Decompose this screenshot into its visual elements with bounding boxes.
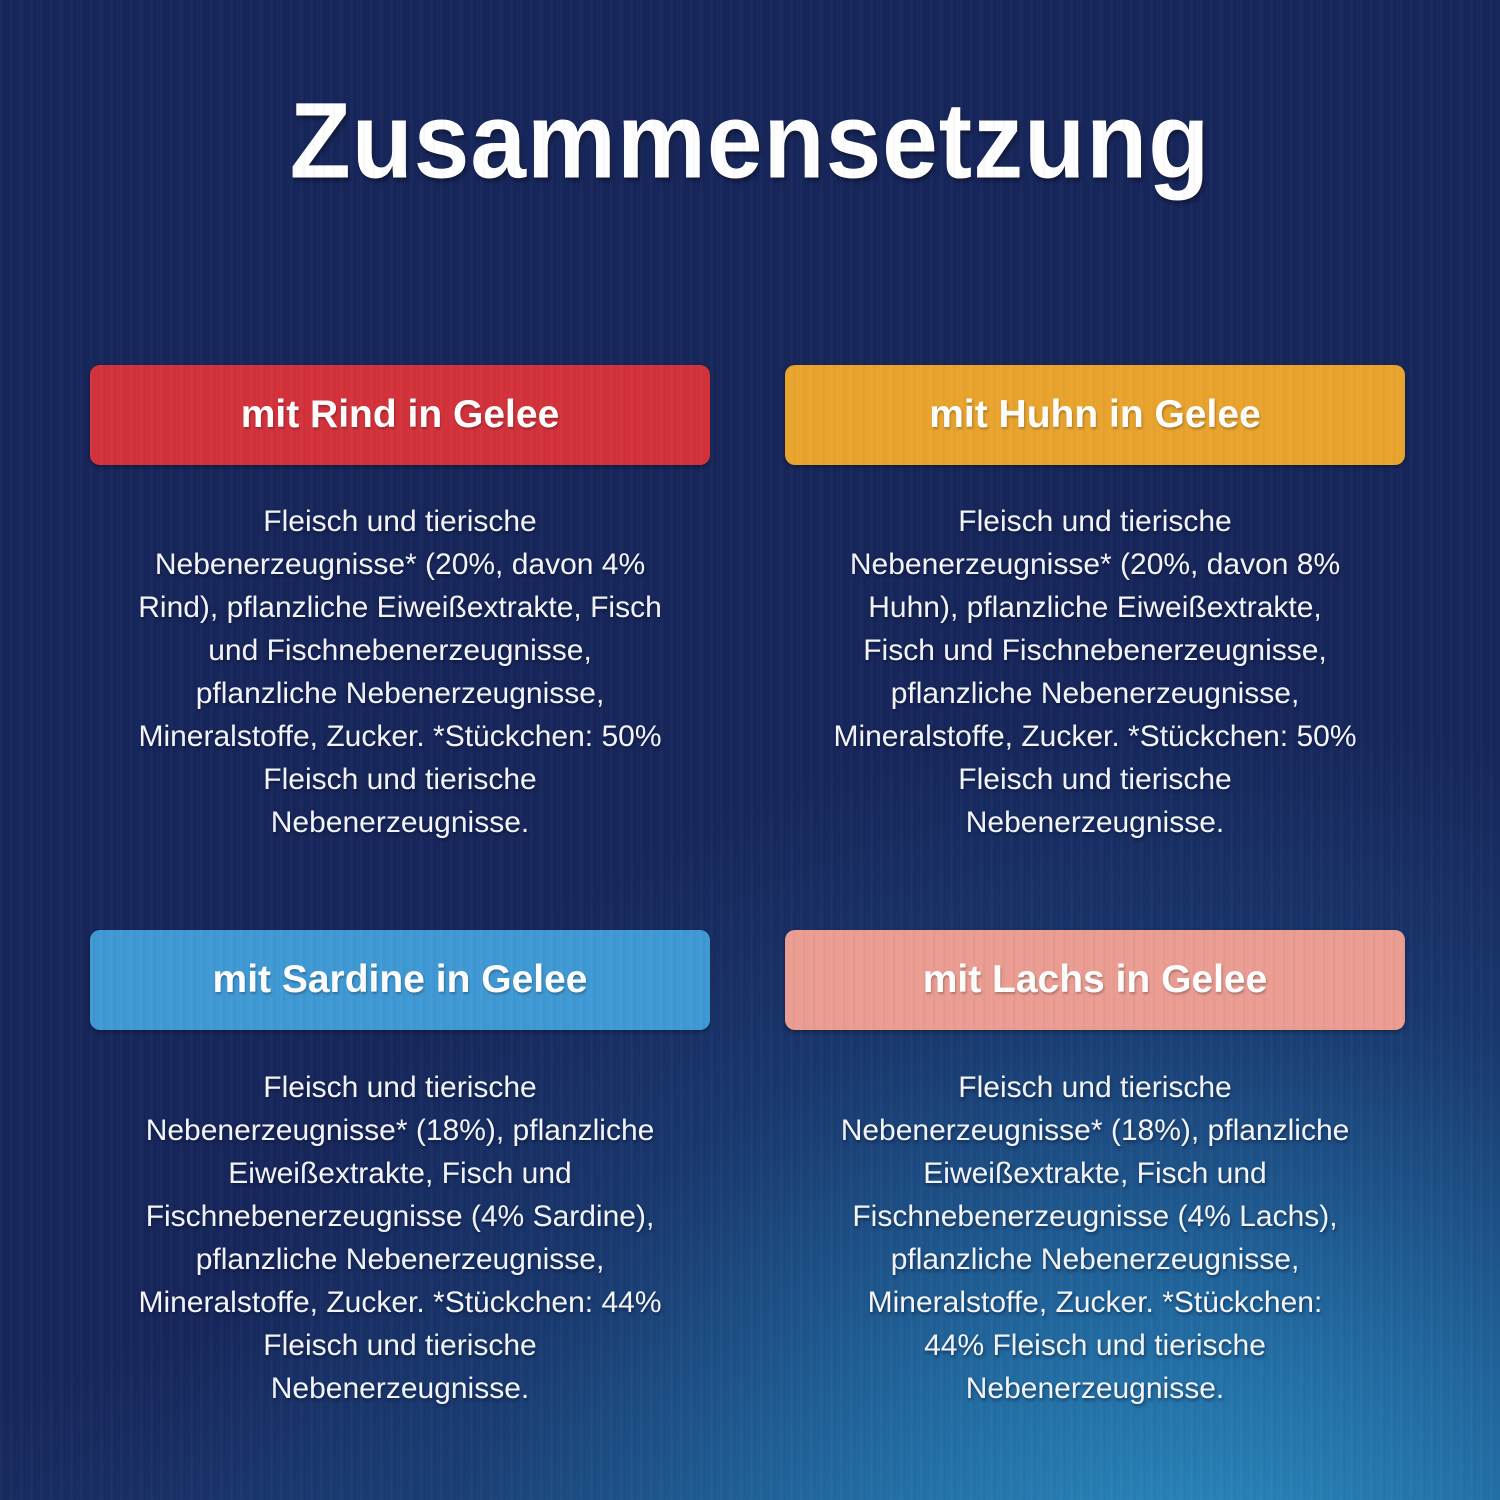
flavor-badge-huhn: mit Huhn in Gelee (785, 365, 1405, 465)
flavor-badge-sardine-label: mit Sardine in Gelee (212, 958, 588, 1001)
ingredients-text-huhn: Fleisch und tierische Nebenerzeugnisse* … (833, 505, 1357, 839)
ingredients-text-rind: Fleisch und tierische Nebenerzeugnisse* … (138, 505, 662, 839)
page-title: Zusammensetzung (289, 80, 1211, 202)
flavor-badge-sardine: mit Sardine in Gelee (90, 930, 710, 1030)
ingredients-text-sardine: Fleisch und tierische Nebenerzeugnisse* … (138, 1071, 662, 1405)
flavor-badge-huhn-label: mit Huhn in Gelee (929, 393, 1261, 436)
flavor-badge-lachs-label: mit Lachs in Gelee (922, 958, 1268, 1001)
flavor-badge-lachs: mit Lachs in Gelee (785, 930, 1405, 1030)
ingredients-text-lachs: Fleisch und tierische Nebenerzeugnisse* … (840, 1071, 1350, 1405)
flavor-badge-rind: mit Rind in Gelee (90, 365, 710, 465)
flavor-badge-rind-label: mit Rind in Gelee (240, 393, 560, 436)
